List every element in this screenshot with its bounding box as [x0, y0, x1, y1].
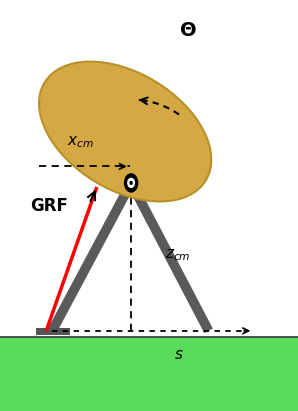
Text: GRF: GRF	[30, 196, 68, 215]
Circle shape	[128, 178, 134, 187]
Bar	[0, 337, 298, 411]
Circle shape	[130, 182, 132, 184]
Bar	[36, 328, 70, 335]
Text: $x_{cm}$: $x_{cm}$	[67, 134, 94, 150]
Circle shape	[125, 174, 138, 192]
Text: $z_{cm}$: $z_{cm}$	[165, 247, 191, 263]
Text: $s$: $s$	[174, 347, 184, 362]
Text: $\mathbf{\Theta}$: $\mathbf{\Theta}$	[179, 21, 196, 40]
Ellipse shape	[39, 62, 211, 201]
